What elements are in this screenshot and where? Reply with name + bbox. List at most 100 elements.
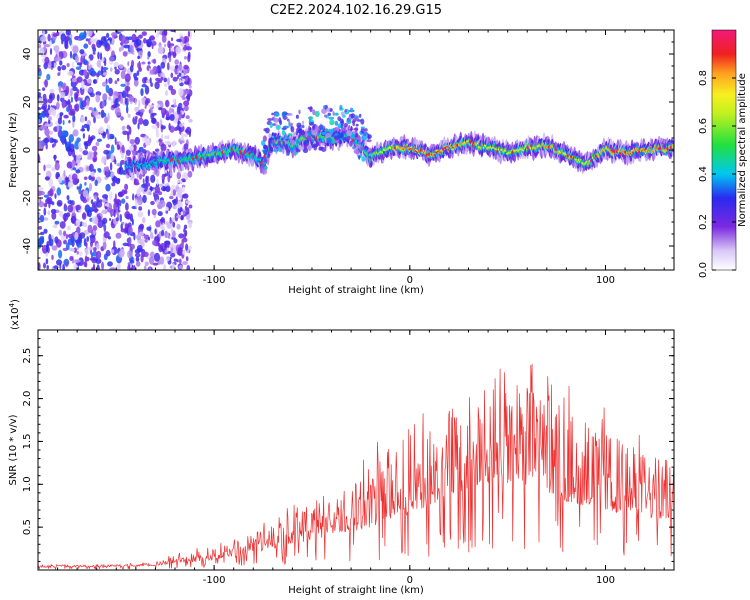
spectrogram-noise-cell (126, 105, 129, 114)
spectrogram-noise-cell (115, 217, 119, 222)
spectrogram-noise-cell (55, 174, 59, 180)
spectrogram-noise-cell (52, 224, 58, 228)
spectrogram-noise-cell (178, 233, 185, 239)
y-tick-label: 0.5 (22, 519, 33, 535)
spectrogram-noise-cell (129, 267, 133, 270)
spectrogram-ridge-cell (368, 155, 371, 159)
spectrogram-noise-cell (150, 251, 155, 258)
spectrogram-noise-cell (42, 30, 45, 37)
spectrogram-noise-cell (183, 80, 190, 85)
spectrogram-noise-cell (188, 204, 193, 209)
spectrogram-noise-cell (128, 145, 134, 151)
spectrogram-noise-cell (97, 51, 100, 60)
spectrogram-noise-cell (142, 234, 145, 243)
spectrogram-noise-cell (183, 64, 189, 70)
spectrogram-noise-cell (105, 166, 110, 172)
spectrogram-noise-cell (63, 239, 67, 245)
spectrogram-noise-cell (89, 163, 94, 172)
spectrogram-ridge-cell (346, 142, 349, 148)
spectrogram-noise-cell (88, 58, 91, 67)
spectrogram-noise-cell (135, 111, 141, 116)
spectrogram-ridge-cell (321, 131, 327, 135)
spectrogram-ridge-cell (262, 161, 267, 165)
spectrogram-noise-cell (82, 190, 89, 198)
spectrogram-noise-cell (181, 72, 184, 77)
spectrogram-ridge-cell (295, 114, 299, 119)
spectrogram-noise-cell (179, 180, 183, 185)
snr-panel: -100 0 100 0.5 1.0 1.5 2.0 2.5 Height of straig… (8, 299, 675, 596)
spectrogram-noise-cell (174, 59, 179, 65)
spectrogram-noise-cell (102, 112, 107, 118)
spectrogram-noise-cell (178, 48, 181, 53)
spectrogram-noise-cell (91, 176, 96, 182)
spectrogram-noise-cell (180, 211, 184, 216)
spectrogram-noise-cell (94, 207, 98, 214)
spectrogram-noise-cell (142, 119, 149, 127)
spectrogram-ridge-cell (318, 146, 323, 151)
spectrogram-noise-cell (179, 196, 182, 200)
spectrogram-noise-cell (63, 230, 67, 237)
spectrogram-noise-cell (43, 194, 50, 198)
spectrogram-noise-cell (185, 76, 188, 82)
spectrogram-noise-cell (60, 91, 66, 99)
spectrogram-noise-cell (162, 222, 165, 230)
spectrogram-ridge-cell (311, 130, 317, 136)
spectrogram-noise-cell (167, 140, 170, 145)
spectrogram-noise-cell (172, 189, 177, 197)
spectrogram-noise-cell (99, 199, 103, 203)
spectrogram-noise-cell (116, 144, 121, 151)
spectrogram-noise-cell (127, 226, 133, 234)
spectrogram-ridge-cell (346, 135, 351, 140)
spectrogram-noise-cell (55, 101, 60, 110)
spectrogram-noise-cell (135, 256, 140, 263)
spectrogram-ridge-cell (266, 148, 269, 152)
spectrogram-noise-cell (154, 186, 161, 194)
spectrogram-noise-cell (141, 31, 147, 36)
spectrogram-noise-cell (92, 51, 96, 55)
spectrogram-ridge-cell (314, 110, 320, 117)
spectrogram-noise-cell (114, 69, 120, 75)
spectrogram-ridge-cell (272, 149, 277, 152)
spectrogram-noise-cell (177, 179, 180, 184)
spectrogram-noise-cell (185, 115, 190, 120)
spectrogram-ridge-cell (340, 121, 345, 125)
spectrogram-ridge-cell (337, 146, 341, 152)
spectrogram-plot-area (38, 30, 674, 270)
spectrogram-noise-cell (79, 232, 86, 239)
spectrogram-ridge-cell (329, 119, 335, 126)
spectrogram-noise-cell (96, 138, 102, 142)
spectrogram-noise-cell (164, 240, 171, 245)
spectrogram-ridge-cell (350, 107, 354, 113)
spectrogram-noise-cell (132, 193, 135, 201)
spectrogram-noise-cell (87, 224, 93, 234)
spectrogram-noise-cell (128, 95, 134, 102)
spectrogram-noise-cell (175, 196, 178, 205)
spectrogram-noise-cell (51, 245, 58, 251)
spectrogram-noise-cell (102, 67, 109, 71)
spectrogram-ridge-cell (343, 123, 349, 128)
spectrogram-ridge-cell (312, 124, 315, 130)
spectrogram-noise-cell (183, 100, 190, 107)
spectrogram-noise-cell (122, 130, 128, 136)
spectrogram-noise-cell (102, 217, 108, 225)
spectrogram-noise-cell (177, 188, 183, 196)
spectrogram-ridge-cell (271, 140, 277, 143)
spectrogram-noise-cell (138, 99, 141, 108)
spectrogram-ridge-cell (304, 139, 309, 145)
spectrogram-noise-cell (157, 80, 163, 83)
spectrogram-noise-cell (176, 259, 179, 263)
spectrogram-noise-cell (82, 150, 89, 156)
spectrogram-noise-cell (88, 107, 93, 111)
spectrogram-noise-cell (62, 213, 69, 221)
spectrogram-ridge-cell (361, 156, 366, 162)
spectrogram-noise-cell (150, 174, 156, 183)
spectrogram-ridge-cell (312, 109, 316, 116)
spectrogram-ridge-cell (273, 143, 279, 147)
spectrogram-noise-cell (134, 253, 141, 258)
spectrogram-noise-cell (137, 211, 144, 218)
spectrogram-noise-cell (45, 258, 49, 265)
spectrogram-noise-cell (66, 106, 70, 113)
spectrogram-noise-cell (147, 51, 151, 58)
spectrogram-noise-cell (116, 209, 119, 216)
y-tick-label: 2.0 (22, 391, 33, 407)
